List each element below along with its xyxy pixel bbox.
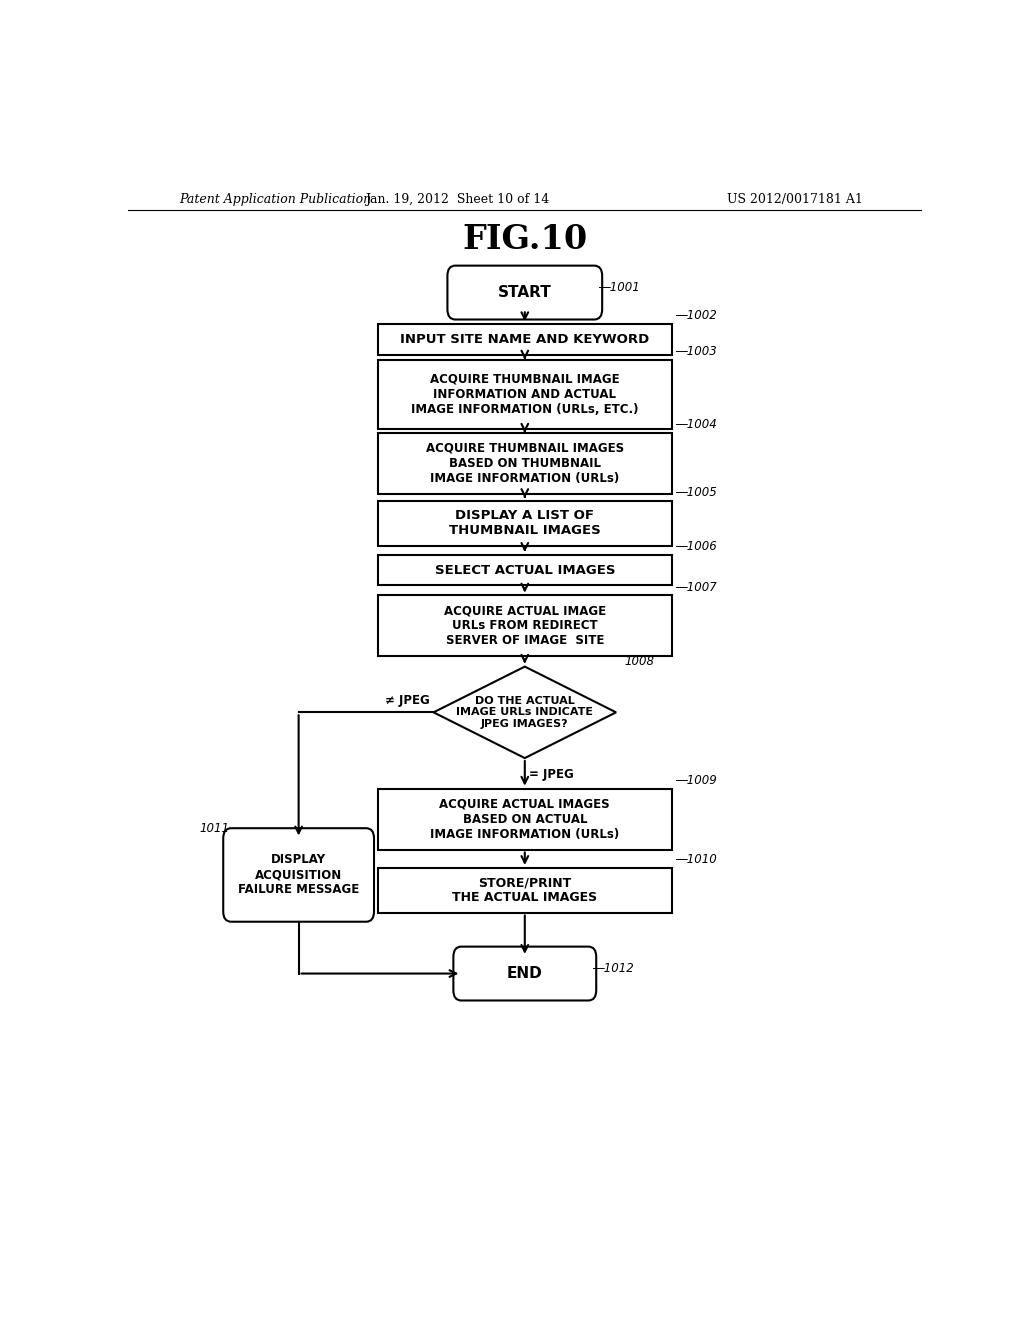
Text: US 2012/0017181 A1: US 2012/0017181 A1 bbox=[727, 193, 862, 206]
Text: ―1006: ―1006 bbox=[675, 540, 717, 553]
Bar bbox=[378, 788, 672, 850]
Text: ACQUIRE ACTUAL IMAGES
BASED ON ACTUAL
IMAGE INFORMATION (URLs): ACQUIRE ACTUAL IMAGES BASED ON ACTUAL IM… bbox=[430, 797, 620, 841]
Bar bbox=[378, 554, 672, 585]
Bar bbox=[378, 500, 672, 545]
Text: START: START bbox=[498, 285, 552, 300]
Text: DISPLAY A LIST OF
THUMBNAIL IMAGES: DISPLAY A LIST OF THUMBNAIL IMAGES bbox=[449, 510, 601, 537]
Text: ―1001: ―1001 bbox=[598, 281, 640, 294]
Bar bbox=[378, 325, 672, 355]
Text: ―1007: ―1007 bbox=[675, 581, 717, 594]
FancyBboxPatch shape bbox=[454, 946, 596, 1001]
FancyBboxPatch shape bbox=[447, 265, 602, 319]
Text: SELECT ACTUAL IMAGES: SELECT ACTUAL IMAGES bbox=[434, 564, 615, 577]
FancyBboxPatch shape bbox=[223, 828, 374, 921]
Text: INPUT SITE NAME AND KEYWORD: INPUT SITE NAME AND KEYWORD bbox=[400, 333, 649, 346]
Text: ACQUIRE ACTUAL IMAGE
URLs FROM REDIRECT
SERVER OF IMAGE  SITE: ACQUIRE ACTUAL IMAGE URLs FROM REDIRECT … bbox=[443, 605, 606, 647]
Bar bbox=[378, 595, 672, 656]
Text: ACQUIRE THUMBNAIL IMAGES
BASED ON THUMBNAIL
IMAGE INFORMATION (URLs): ACQUIRE THUMBNAIL IMAGES BASED ON THUMBN… bbox=[426, 442, 624, 484]
Text: ―1004: ―1004 bbox=[675, 418, 717, 432]
Bar bbox=[378, 359, 672, 429]
Text: ―1005: ―1005 bbox=[675, 486, 717, 499]
Text: Patent Application Publication: Patent Application Publication bbox=[179, 193, 372, 206]
Text: FIG.10: FIG.10 bbox=[462, 223, 588, 256]
Text: END: END bbox=[507, 966, 543, 981]
Text: ACQUIRE THUMBNAIL IMAGE
INFORMATION AND ACTUAL
IMAGE INFORMATION (URLs, ETC.): ACQUIRE THUMBNAIL IMAGE INFORMATION AND … bbox=[411, 372, 639, 416]
Text: DO THE ACTUAL
IMAGE URLs INDICATE
JPEG IMAGES?: DO THE ACTUAL IMAGE URLs INDICATE JPEG I… bbox=[457, 696, 593, 729]
Bar bbox=[378, 867, 672, 912]
Polygon shape bbox=[433, 667, 616, 758]
Bar bbox=[378, 433, 672, 494]
Text: ―1009: ―1009 bbox=[675, 774, 717, 787]
Text: ―1002: ―1002 bbox=[675, 309, 717, 322]
Text: 1011: 1011 bbox=[200, 822, 229, 834]
Text: ―1010: ―1010 bbox=[675, 853, 717, 866]
Text: ≠ JPEG: ≠ JPEG bbox=[385, 693, 430, 706]
Text: = JPEG: = JPEG bbox=[528, 768, 573, 781]
Text: DISPLAY
ACQUISITION
FAILURE MESSAGE: DISPLAY ACQUISITION FAILURE MESSAGE bbox=[238, 854, 359, 896]
Text: Jan. 19, 2012  Sheet 10 of 14: Jan. 19, 2012 Sheet 10 of 14 bbox=[366, 193, 550, 206]
Text: ―1003: ―1003 bbox=[675, 345, 717, 358]
Text: ―1012: ―1012 bbox=[592, 962, 634, 975]
Text: STORE/PRINT
THE ACTUAL IMAGES: STORE/PRINT THE ACTUAL IMAGES bbox=[453, 876, 597, 904]
Text: 1008: 1008 bbox=[624, 655, 654, 668]
